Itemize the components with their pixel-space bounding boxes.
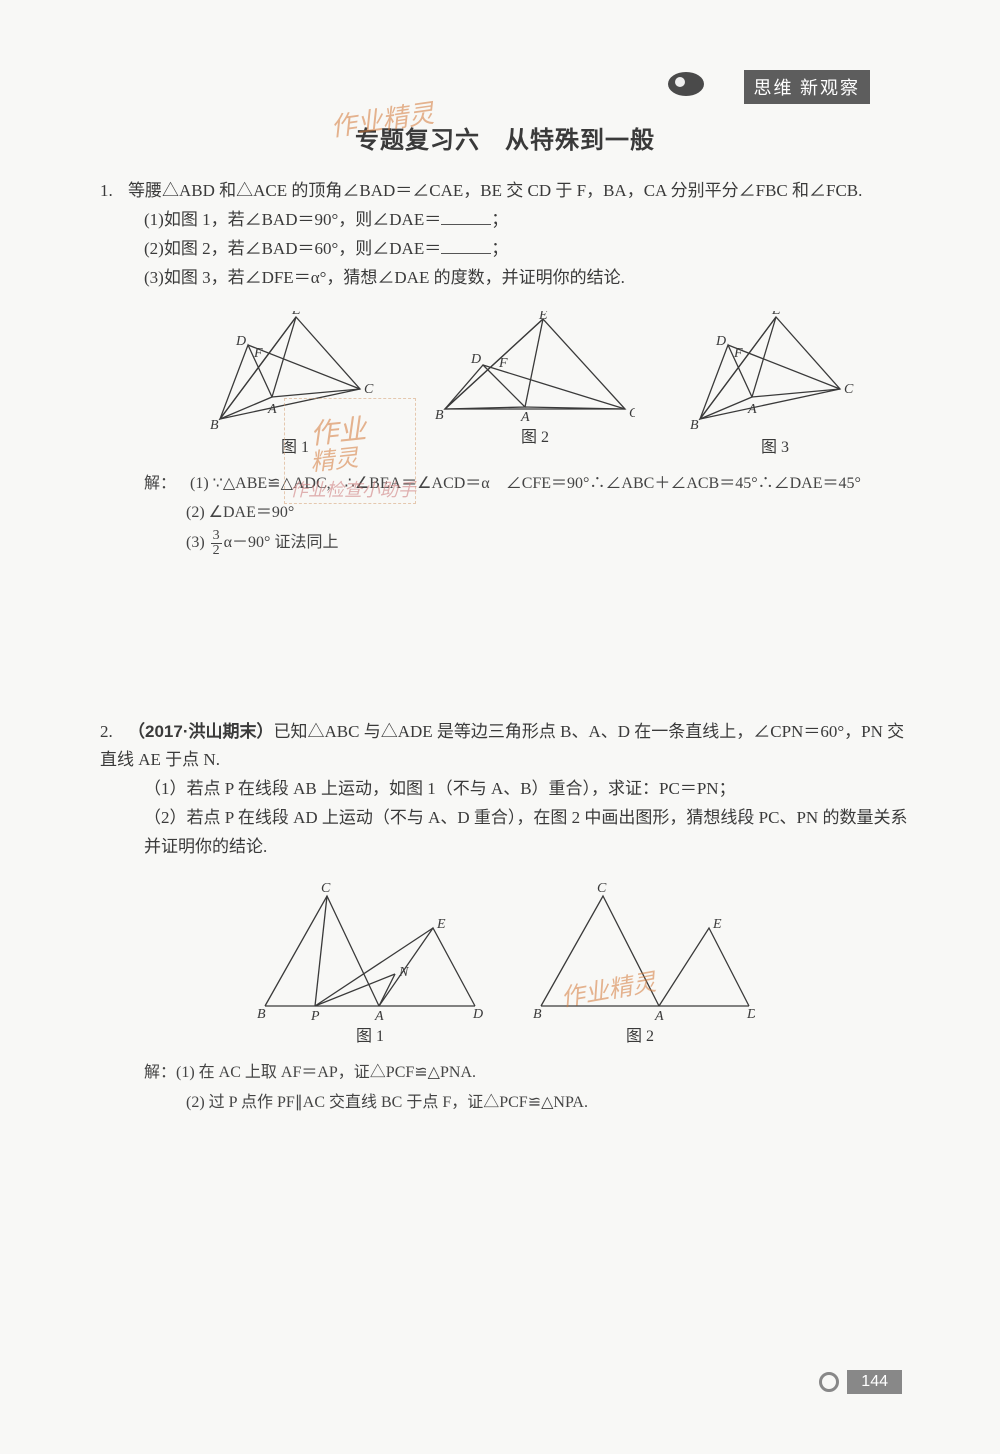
svg-text:A: A xyxy=(520,410,530,421)
svg-text:E: E xyxy=(712,917,722,932)
svg-text:D: D xyxy=(472,1007,483,1020)
page-number-box: 144 xyxy=(819,1370,902,1394)
svg-text:E: E xyxy=(436,917,446,932)
svg-text:B: B xyxy=(533,1007,542,1020)
svg-text:B: B xyxy=(210,418,219,431)
svg-text:C: C xyxy=(844,382,854,397)
svg-text:E: E xyxy=(771,311,781,318)
p1-figure-3: B C A D E F 图 3 xyxy=(690,311,860,457)
p1-solution: 解： (1) ∵△ABE≌△ADC, ∴∠BEA＝∠ACD＝α ∠CFE＝90°… xyxy=(100,469,910,558)
p1-sol1b: ∴∠BEA＝∠ACD＝α ∠CFE＝90°∴∠ABC＋∠ACB＝45°∴∠DAE… xyxy=(345,469,861,499)
svg-text:F: F xyxy=(733,346,743,361)
problem-2: 2.（2017·洪山期末）已知△ABC 与△ADE 是等边三角形点 B、A、D … xyxy=(100,718,910,862)
p2-figures: B P A D C E N 图 1 B A xyxy=(100,874,910,1050)
svg-text:B: B xyxy=(257,1007,266,1020)
svg-text:N: N xyxy=(398,965,409,980)
p2-q1: （1）若点 P 在线段 AB 上运动，如图 1（不与 A、B）重合），求证：PC… xyxy=(100,775,910,804)
svg-text:D: D xyxy=(235,334,246,349)
p1-q1a: (1)如图 1，若∠BAD＝90°，则∠DAE＝ xyxy=(144,210,441,229)
p2-source: （2017·洪山期末） xyxy=(128,722,273,741)
p1-figures: B C A D E F 图 1 xyxy=(100,305,910,461)
svg-text:C: C xyxy=(321,881,331,896)
p1-sol2: (2) ∠DAE＝90° xyxy=(144,498,910,528)
svg-text:C: C xyxy=(364,382,374,397)
page-title: 专题复习六 从特殊到一般 xyxy=(100,120,910,155)
p1-q2b: ； xyxy=(491,239,508,258)
svg-text:C: C xyxy=(629,406,635,421)
svg-text:A: A xyxy=(374,1009,384,1020)
ring-icon xyxy=(819,1372,839,1392)
dashed-overlay xyxy=(284,398,416,504)
p1-q2a: (2)如图 2，若∠BAD＝60°，则∠DAE＝ xyxy=(144,239,441,258)
svg-text:D: D xyxy=(470,352,481,367)
problem-1-stem: 等腰△ABD 和△ACE 的顶角∠BAD＝∠CAE，BE 交 CD 于 F，BA… xyxy=(128,181,862,200)
p1-sol-label: 解： xyxy=(144,469,176,499)
problem-1-num: 1. xyxy=(100,177,128,206)
badge-text: 思维 新观察 xyxy=(744,70,871,104)
svg-text:A: A xyxy=(654,1009,664,1020)
p2-sol1: (1) 在 AC 上取 AF＝AP，证△PCF≌△PNA. xyxy=(176,1064,476,1081)
svg-text:E: E xyxy=(291,311,301,318)
svg-text:D: D xyxy=(746,1007,755,1020)
p2-solution: 解：(1) 在 AC 上取 AF＝AP，证△PCF≌△PNA. (2) 过 P … xyxy=(100,1058,910,1117)
p1-sol3a: (3) xyxy=(186,534,209,551)
svg-text:D: D xyxy=(715,334,726,349)
p2-figure-2: B A D C E 图 2 xyxy=(525,880,755,1046)
p2-figure-1: B P A D C E N 图 1 xyxy=(255,880,485,1046)
p1-fig2-caption: 图 2 xyxy=(435,423,635,447)
p2-fig1-caption: 图 1 xyxy=(255,1022,485,1046)
page-number: 144 xyxy=(847,1370,902,1394)
p2-fig2-caption: 图 2 xyxy=(525,1022,755,1046)
problem-1: 1.等腰△ABD 和△ACE 的顶角∠BAD＝∠CAE，BE 交 CD 于 F，… xyxy=(100,177,910,293)
svg-text:B: B xyxy=(690,418,699,431)
p1-figure-2: B C A D E F 图 2 xyxy=(435,311,635,457)
svg-text:P: P xyxy=(310,1009,320,1020)
svg-text:F: F xyxy=(498,356,508,371)
svg-text:E: E xyxy=(538,311,548,323)
blank-2 xyxy=(441,237,491,254)
svg-text:F: F xyxy=(253,346,263,361)
blank-1 xyxy=(441,208,491,225)
p1-q3: (3)如图 3，若∠DFE＝α°，猜想∠DAE 的度数，并证明你的结论. xyxy=(100,264,910,293)
header-badge: 思维 新观察 xyxy=(670,66,870,104)
p2-sol-label: 解： xyxy=(144,1064,176,1081)
p1-sol3b: α－90° 证法同上 xyxy=(224,534,339,551)
fraction: 32 xyxy=(211,529,222,558)
p2-q2: （2）若点 P 在线段 AD 上运动（不与 A、D 重合），在图 2 中画出图形… xyxy=(100,804,910,862)
p1-q1b: ； xyxy=(491,210,508,229)
svg-text:A: A xyxy=(267,402,277,417)
svg-text:A: A xyxy=(747,402,757,417)
p2-sol2: (2) 过 P 点作 PF∥AC 交直线 BC 于点 F，证△PCF≌△NPA. xyxy=(144,1088,910,1118)
problem-2-num: 2. xyxy=(100,718,128,747)
p1-fig3-caption: 图 3 xyxy=(690,433,860,457)
svg-text:B: B xyxy=(435,408,444,421)
svg-text:C: C xyxy=(597,881,607,896)
